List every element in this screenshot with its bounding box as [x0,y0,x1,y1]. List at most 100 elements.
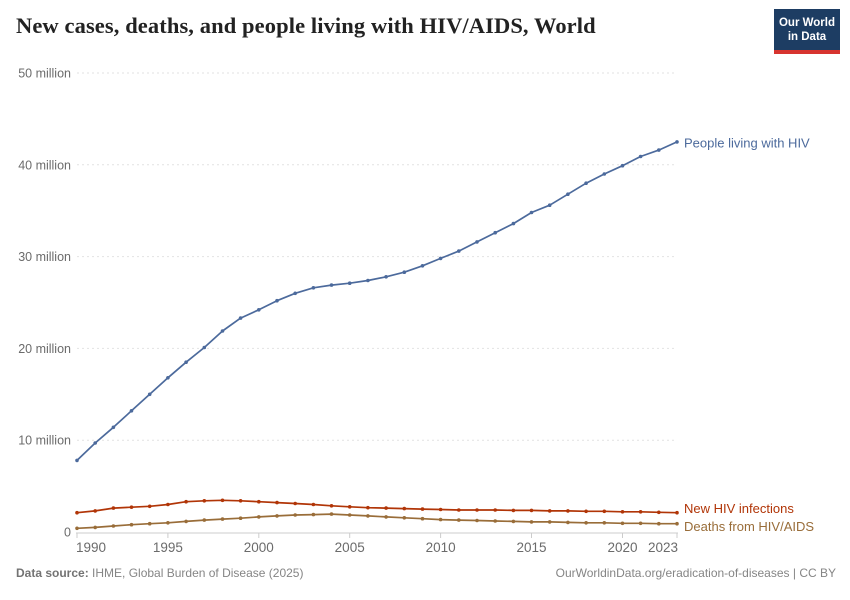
point-new-hiv-infections [311,502,316,507]
point-people-living-with-hiv [238,316,243,320]
point-deaths-from-hiv-aids [111,524,116,528]
point-new-hiv-infections [366,505,370,510]
point-new-hiv-infections [75,510,79,515]
x-axis-tick-label: 2010 [426,540,456,555]
x-axis-tick-label: 2000 [244,540,274,555]
point-new-hiv-infections [457,508,461,512]
point-new-hiv-infections [475,508,479,512]
point-people-living-with-hiv [475,240,479,244]
point-new-hiv-infections [529,508,534,513]
point-deaths-from-hiv-aids [93,525,97,530]
series-label-people-living-with-hiv[interactable]: People living with HIV [684,135,810,150]
attribution-link[interactable]: OurWorldinData.org/eradication-of-diseas… [555,566,836,580]
point-new-hiv-infections [438,507,443,512]
point-people-living-with-hiv [275,298,279,303]
point-new-hiv-infections [147,504,152,509]
point-people-living-with-hiv [93,441,97,445]
series-label-new-hiv-infections[interactable]: New HIV infections [684,501,794,516]
point-new-hiv-infections [402,506,407,511]
point-deaths-from-hiv-aids [147,521,152,526]
point-deaths-from-hiv-aids [438,517,443,522]
point-new-hiv-infections [620,510,625,514]
point-deaths-from-hiv-aids [675,521,679,526]
point-people-living-with-hiv [457,249,461,253]
owid-logo-text: Our World in Data [774,16,840,44]
point-people-living-with-hiv [602,172,607,176]
point-new-hiv-infections [584,509,588,514]
point-deaths-from-hiv-aids [202,518,207,522]
point-new-hiv-infections [638,510,643,514]
point-deaths-from-hiv-aids [566,520,570,525]
point-deaths-from-hiv-aids [638,521,643,526]
owid-logo-line1: Our World [778,17,835,29]
point-people-living-with-hiv [329,283,334,287]
point-people-living-with-hiv [384,275,388,279]
point-deaths-from-hiv-aids [493,519,498,523]
x-axis-tick-label: 2015 [516,540,546,555]
point-new-hiv-infections [93,509,97,513]
point-people-living-with-hiv [511,221,516,226]
point-deaths-from-hiv-aids [420,516,425,521]
point-new-hiv-infections [111,506,116,510]
point-deaths-from-hiv-aids [547,520,552,524]
y-axis-tick-label: 30 million [18,250,71,264]
x-axis-tick-label: 2005 [335,540,365,555]
point-new-hiv-infections [184,499,188,504]
point-people-living-with-hiv [584,181,588,185]
point-deaths-from-hiv-aids [257,515,261,519]
point-deaths-from-hiv-aids [366,514,370,518]
point-people-living-with-hiv [293,291,298,296]
point-people-living-with-hiv [366,278,370,283]
point-new-hiv-infections [220,498,225,503]
y-axis-tick-label: 10 million [18,434,71,448]
data-source-label: Data source: [16,566,89,580]
point-people-living-with-hiv [420,264,425,268]
point-new-hiv-infections [493,508,498,512]
point-people-living-with-hiv [166,376,170,380]
point-people-living-with-hiv [620,163,625,168]
x-axis-tick-label: 2023 [648,540,678,555]
point-people-living-with-hiv [402,270,407,275]
point-deaths-from-hiv-aids [129,522,134,527]
point-people-living-with-hiv [257,308,261,312]
data-source-note: Data source: IHME, Global Burden of Dise… [16,566,303,580]
point-people-living-with-hiv [147,392,152,397]
point-people-living-with-hiv [129,409,134,413]
point-deaths-from-hiv-aids [529,520,534,524]
owid-logo[interactable]: Our World in Data [774,9,840,54]
series-label-deaths-from-hiv-aids[interactable]: Deaths from HIV/AIDS [684,519,814,534]
point-new-hiv-infections [293,501,298,506]
line-deaths-from-hiv-aids[interactable] [76,513,678,530]
point-deaths-from-hiv-aids [620,521,625,526]
point-deaths-from-hiv-aids [329,512,334,516]
line-new-hiv-infections[interactable] [76,499,678,514]
point-new-hiv-infections [238,499,243,503]
y-axis-tick-label: 40 million [18,158,71,172]
point-deaths-from-hiv-aids [220,517,225,521]
line-people-living-with-hiv[interactable] [76,141,678,462]
y-axis-tick-label: 20 million [18,342,71,356]
point-people-living-with-hiv [438,256,443,261]
point-deaths-from-hiv-aids [584,521,588,525]
point-deaths-from-hiv-aids [402,516,407,520]
point-new-hiv-infections [202,499,207,503]
point-people-living-with-hiv [347,281,352,286]
point-people-living-with-hiv [202,345,207,350]
point-deaths-from-hiv-aids [293,513,298,517]
x-axis-tick-label: 1995 [153,540,183,555]
point-people-living-with-hiv [657,148,661,152]
point-people-living-with-hiv [111,425,116,430]
page-title: New cases, deaths, and people living wit… [16,13,596,38]
point-deaths-from-hiv-aids [602,521,607,525]
point-new-hiv-infections [275,500,279,505]
point-deaths-from-hiv-aids [311,512,316,517]
point-deaths-from-hiv-aids [511,519,516,524]
point-people-living-with-hiv [675,140,679,144]
point-new-hiv-infections [511,508,516,513]
point-deaths-from-hiv-aids [657,521,661,526]
point-new-hiv-infections [675,510,679,515]
point-people-living-with-hiv [184,360,188,365]
point-deaths-from-hiv-aids [75,526,79,531]
point-deaths-from-hiv-aids [184,519,188,524]
